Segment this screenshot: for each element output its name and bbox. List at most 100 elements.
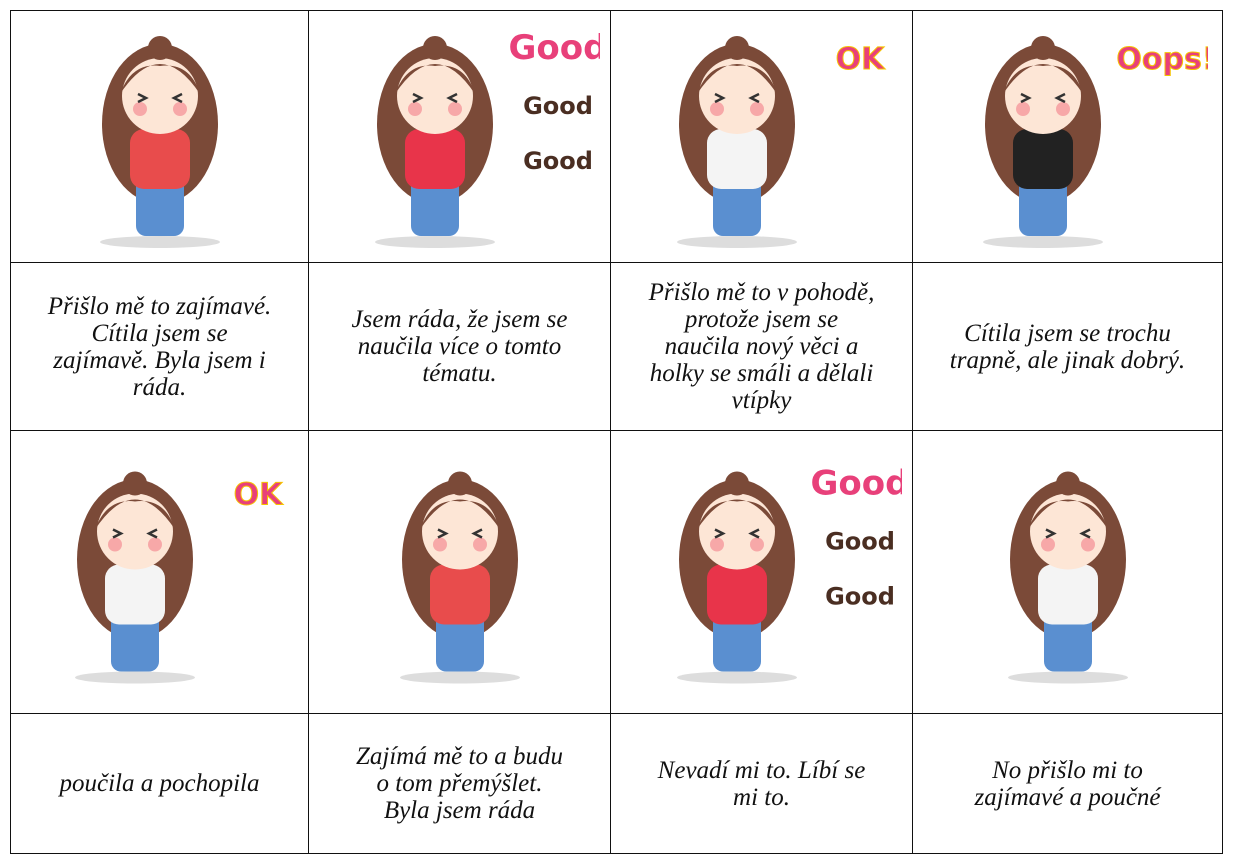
sticker-illustration: OK (74, 471, 284, 684)
page: Good Good Good OK Oops! Přišlo mě to zajímavé… (10, 10, 1223, 854)
sticker-illustration (399, 471, 520, 684)
hair-bun (422, 36, 447, 60)
hair-fringe (696, 499, 777, 530)
face (396, 58, 473, 134)
face (698, 493, 775, 570)
image-cell: Good Good Good (610, 430, 913, 714)
face (1029, 493, 1106, 570)
legs (110, 609, 159, 672)
image-cell: OK (10, 430, 309, 714)
cheek (709, 102, 724, 116)
table-row: poučila a pochopila Zajímá mě to a budu o … (10, 713, 1223, 854)
face (96, 493, 173, 570)
eyes (713, 92, 760, 104)
caption-line: Přišlo mě to zajímavé. (47, 292, 272, 320)
cheek (147, 537, 162, 552)
text-cell: Přišlo mě to zajímavé. Cítila jsem se zají… (10, 262, 309, 431)
eyes (1019, 92, 1066, 104)
caption-line: vtípky (731, 387, 792, 414)
text-cell: Přišlo mě to v pohodě, protože jsem se nau… (610, 262, 913, 431)
sticker-illustration: Good Good Good (676, 464, 909, 684)
hair-bun (1055, 471, 1080, 496)
sticker-word: Good (825, 583, 895, 611)
sticker-word: Good (523, 92, 593, 120)
shirt (429, 564, 490, 625)
cheek (1015, 102, 1030, 116)
shadow (676, 671, 797, 684)
shadow (676, 236, 797, 248)
shadow (99, 236, 220, 248)
cheek (132, 102, 147, 116)
caption-line: o tom přemýšlet. (376, 770, 543, 797)
sticker-illustration (99, 36, 220, 248)
legs (435, 609, 484, 672)
caption-line: holky se smáli a dělali (649, 360, 874, 387)
cheek (749, 102, 764, 116)
legs (410, 174, 459, 236)
shadow (399, 671, 520, 684)
hair-fringe (119, 64, 200, 94)
eyes (136, 92, 183, 104)
face (421, 493, 498, 570)
legs (1043, 609, 1092, 672)
text-cell: poučila a pochopila (10, 713, 309, 854)
sticker-illustration: OK (676, 36, 886, 248)
caption-line: Jsem ráda, že jsem se (351, 306, 568, 333)
table-row: Přišlo mě to zajímavé. Cítila jsem se zají… (10, 262, 1223, 431)
text-cell: Cítila jsem se trochu trapně, ale jinak d… (912, 262, 1223, 431)
legs (135, 174, 184, 236)
text-cell: Nevadí mi to. Líbí se mi to. (610, 713, 913, 854)
caption-line: zajímavě. Byla jsem i (53, 346, 266, 374)
hair-fringe (94, 499, 175, 530)
text-cell: Zajímá mě to a budu o tom přemýšlet. Byla … (308, 713, 611, 854)
caption-line: protože jsem se (684, 306, 839, 333)
hair-fringe (1002, 64, 1083, 94)
eyes (411, 92, 458, 104)
shadow (1007, 671, 1128, 684)
shirt (104, 564, 165, 625)
sticker-word: Good (508, 28, 599, 68)
table-row: OK Good Good Good (10, 430, 1223, 714)
shadow (374, 236, 495, 248)
sticker-illustration: Oops! (982, 36, 1216, 248)
caption-line: Cítila jsem se (91, 319, 228, 347)
caption-line: trapně, ale jinak dobrý. (949, 346, 1186, 374)
cheek (172, 102, 187, 116)
hair-fringe (419, 499, 500, 530)
caption-line: Nevadí mi to. Líbí se (657, 756, 866, 784)
eyes (1044, 528, 1091, 539)
hair-bun (447, 471, 472, 496)
eyes (713, 528, 760, 539)
caption-line: naučila více o tomto (357, 333, 562, 360)
cheek (1080, 537, 1095, 552)
text-cell: No přišlo mi to zajímavé a poučné (912, 713, 1223, 854)
sticker-word: Good (810, 464, 901, 504)
sticker-word: Oops! (1116, 42, 1208, 77)
eyes (111, 528, 158, 539)
shirt (706, 564, 767, 625)
cheek (749, 537, 764, 552)
sticker-word: OK (233, 478, 284, 513)
shirt (129, 129, 190, 189)
shadow (74, 671, 195, 684)
sticker-word: Good (825, 528, 895, 556)
caption-line: Přišlo mě to v pohodě, (648, 279, 875, 306)
hair-bun (724, 471, 749, 496)
image-cell: Good Good Good (308, 10, 611, 263)
cheek (709, 537, 724, 552)
caption-line: naučila nový věci a (664, 333, 859, 360)
face (121, 58, 198, 134)
sticker-illustration (1007, 471, 1128, 684)
hair-fringe (394, 64, 475, 94)
image-cell (912, 430, 1223, 714)
caption-line: zajímavé a poučné (974, 783, 1161, 811)
sticker-table: Good Good Good OK Oops! Přišlo mě to zajímavé… (10, 10, 1223, 854)
caption-line: ráda. (132, 373, 187, 401)
cheek (407, 102, 422, 116)
cheek (107, 537, 122, 552)
image-cell: OK (610, 10, 913, 263)
cheek (1040, 537, 1055, 552)
face (1004, 58, 1081, 134)
shirt (1037, 564, 1098, 625)
caption-line: No přišlo mi to (992, 756, 1143, 784)
